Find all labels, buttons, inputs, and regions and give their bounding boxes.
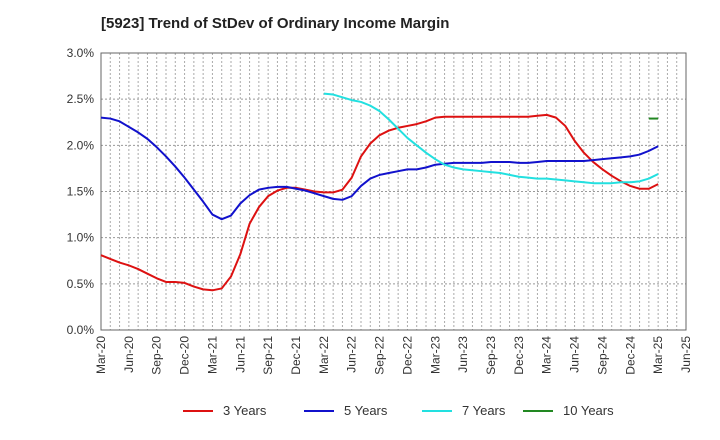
y-tick-label: 0.5% xyxy=(67,277,95,291)
x-tick-label: Dec-21 xyxy=(289,336,303,375)
x-tick-label: Mar-22 xyxy=(317,336,331,374)
x-tick-label: Dec-24 xyxy=(623,336,637,375)
x-tick-label: Dec-23 xyxy=(512,336,526,375)
legend-label: 3 Years xyxy=(223,403,267,418)
legend-label: 10 Years xyxy=(563,403,614,418)
x-tick-label: Sep-20 xyxy=(150,336,164,375)
x-tick-label: Dec-22 xyxy=(400,336,414,375)
series-line-5-years xyxy=(100,116,659,221)
x-tick-label: Mar-23 xyxy=(428,336,442,374)
x-tick-label: Sep-22 xyxy=(373,336,387,375)
chart-title: [5923] Trend of StDev of Ordinary Income… xyxy=(101,15,450,32)
x-tick-label: Jun-20 xyxy=(122,336,136,373)
x-tick-label: Dec-20 xyxy=(178,336,192,375)
series-line-3-years xyxy=(100,113,659,292)
x-tick-label: Jun-24 xyxy=(568,336,582,373)
y-tick-label: 1.5% xyxy=(67,185,95,199)
x-tick-label: Mar-21 xyxy=(205,336,219,374)
x-tick-label: Jun-23 xyxy=(456,336,470,373)
x-tick-label: Sep-21 xyxy=(261,336,275,375)
x-tick-label: Jun-25 xyxy=(679,336,693,373)
x-tick-label: Sep-24 xyxy=(595,336,609,375)
y-tick-label: 2.5% xyxy=(67,92,95,106)
x-tick-label: Mar-24 xyxy=(540,336,554,374)
legend-label: 7 Years xyxy=(462,403,506,418)
x-tick-label: Sep-23 xyxy=(484,336,498,375)
legend-label: 5 Years xyxy=(344,403,388,418)
y-tick-label: 3.0% xyxy=(67,46,95,60)
x-tick-label: Jun-22 xyxy=(345,336,359,373)
y-tick-label: 0.0% xyxy=(67,323,95,337)
x-tick-label: Mar-20 xyxy=(94,336,108,374)
y-tick-label: 2.0% xyxy=(67,138,95,152)
plot-frame xyxy=(100,52,687,331)
x-tick-label: Jun-21 xyxy=(233,336,247,373)
series-line-7-years xyxy=(323,92,659,185)
y-tick-label: 1.0% xyxy=(67,231,95,245)
x-tick-label: Mar-25 xyxy=(651,336,665,374)
